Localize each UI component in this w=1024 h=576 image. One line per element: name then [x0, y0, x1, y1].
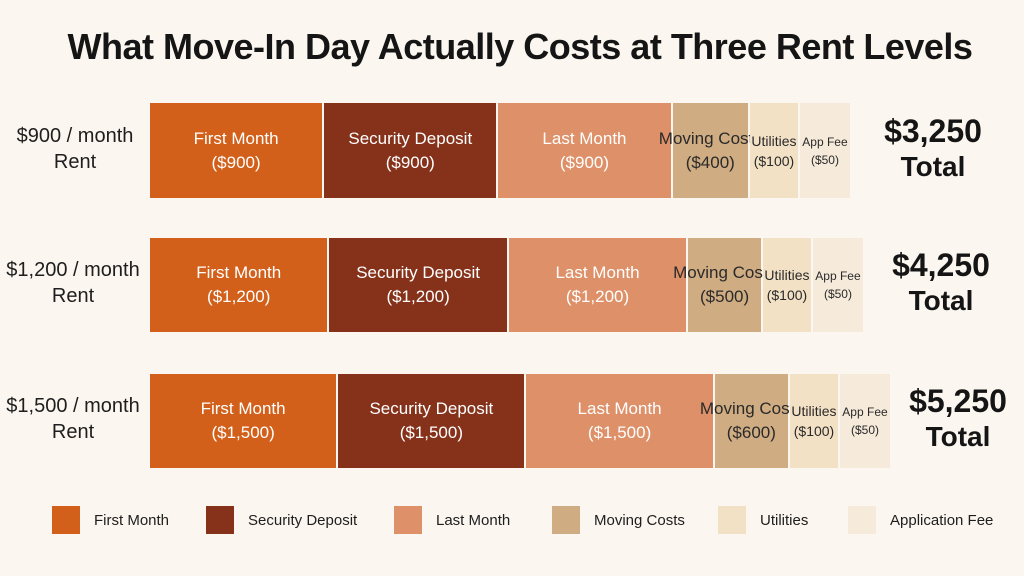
segment-value: ($900) [559, 152, 610, 172]
legend-swatch [848, 506, 876, 534]
row-label: $900 / month Rent [16, 124, 134, 173]
segment-label: Last Month [555, 263, 640, 282]
segment-value: ($50) [823, 287, 852, 301]
legend-item-first-month: First Month [52, 506, 169, 534]
stacked-bar: First Month ($1,500) Security Deposit ($1,5… [150, 374, 890, 468]
row-total-value: $5,250 [909, 383, 1007, 419]
segment-label: Utilities [751, 132, 797, 149]
row-total-word: Total [925, 421, 991, 452]
segment-value: ($50) [810, 152, 839, 167]
segment-label: App Fee [842, 405, 888, 419]
segment-label: Moving Costs [673, 263, 777, 282]
legend-swatch [52, 506, 80, 534]
segment-label: Last Month [542, 128, 627, 148]
row-total: $3,250 Total [863, 113, 1003, 185]
legend-item-application-fee: Application Fee [848, 506, 993, 534]
bar-segment-utilities: Utilities ($100) [762, 238, 813, 332]
segment-label: First Month [196, 263, 282, 282]
segment-label: Utilities [764, 267, 810, 283]
bar-segment-application-fee: App Fee ($50) [799, 103, 850, 198]
bar-segment-application-fee: App Fee ($50) [839, 374, 890, 468]
row-total-word: Total [900, 150, 966, 182]
segment-label: Security Deposit [356, 263, 480, 282]
bar-segment-moving-costs: Moving Costs ($600) [700, 374, 803, 468]
bar-segment-application-fee: App Fee ($50) [812, 238, 863, 332]
stacked-bar: First Month ($900) Security Deposit ($900) L… [150, 103, 850, 198]
legend-swatch [552, 506, 580, 534]
segment-label: App Fee [815, 269, 861, 283]
legend-label: Utilities [760, 511, 809, 529]
legend-label: Last Month [436, 511, 511, 529]
segment-label: Utilities [791, 403, 837, 419]
legend-item-last-month: Last Month [394, 506, 510, 534]
segment-value: ($1,200) [386, 287, 450, 306]
segment-label: App Fee [802, 134, 848, 149]
segment-label: First Month [200, 399, 286, 418]
row-label: $1,500 / month Rent [6, 395, 140, 443]
segment-value: ($100) [766, 287, 808, 303]
bar-segment-security-deposit: Security Deposit ($1,200) [329, 238, 509, 332]
bar-segment-last-month: Last Month ($1,500) [526, 374, 715, 468]
bar-segment-utilities: Utilities ($100) [789, 374, 840, 468]
bar-segment-last-month: Last Month ($900) [498, 103, 673, 198]
segment-value: ($500) [700, 287, 750, 306]
legend-swatch [394, 506, 422, 534]
segment-value: ($1,500) [399, 423, 464, 442]
bar-segment-moving-costs: Moving Costs ($400) [659, 103, 762, 198]
row-total-value: $3,250 [884, 112, 982, 149]
bar-segment-moving-costs: Moving Costs ($500) [673, 238, 776, 332]
bar-segment-first-month: First Month ($1,200) [150, 238, 330, 332]
segment-value: ($100) [753, 152, 795, 169]
bar-segment-security-deposit: Security Deposit ($900) [324, 103, 499, 198]
legend-label: Application Fee [890, 511, 994, 529]
bar-segment-last-month: Last Month ($1,200) [508, 238, 689, 332]
segment-value: ($100) [793, 423, 835, 439]
segment-value: ($1,200) [565, 287, 630, 306]
chart-title: What Move-In Day Actually Costs at Three… [67, 26, 973, 67]
legend-label: Security Deposit [248, 511, 358, 529]
bar-segment-first-month: First Month ($1,500) [150, 374, 339, 468]
legend-swatch [206, 506, 234, 534]
segment-value: ($900) [211, 152, 261, 172]
row-label: $1,200 / month Rent [6, 259, 140, 307]
legend-label: First Month [94, 511, 170, 529]
segment-label: Security Deposit [369, 399, 494, 418]
legend-label: Moving Costs [594, 511, 685, 529]
row-total-value: $4,250 [892, 247, 990, 283]
legend-item-security-deposit: Security Deposit [206, 506, 357, 534]
legend-swatch [718, 506, 746, 534]
segment-value: ($1,500) [587, 423, 652, 442]
bar-segment-security-deposit: Security Deposit ($1,500) [338, 374, 527, 468]
segment-value: ($400) [685, 152, 735, 172]
segment-label: Security Deposit [348, 128, 473, 148]
segment-value: ($50) [850, 423, 879, 437]
row-total: $5,250 Total [888, 383, 1024, 455]
segment-value: ($1,200) [207, 287, 271, 306]
segment-value: ($900) [385, 152, 435, 172]
bar-segment-utilities: Utilities ($100) [749, 103, 800, 198]
bar-segment-first-month: First Month ($900) [150, 103, 325, 198]
row-total-word: Total [908, 285, 974, 316]
segment-label: Moving Costs [699, 399, 803, 418]
row-total: $4,250 Total [871, 247, 1011, 319]
segment-label: First Month [193, 128, 279, 148]
segment-value: ($600) [726, 423, 776, 442]
stacked-bar: First Month ($1,200) Security Deposit ($1,2… [150, 238, 863, 332]
legend-item-utilities: Utilities [718, 506, 808, 534]
segment-label: Moving Costs [658, 128, 762, 148]
chart-legend: First Month Security Deposit Last Month Mov… [0, 506, 1024, 538]
segment-label: Last Month [577, 399, 662, 418]
legend-item-moving-costs: Moving Costs [552, 506, 685, 534]
segment-value: ($1,500) [211, 423, 275, 442]
